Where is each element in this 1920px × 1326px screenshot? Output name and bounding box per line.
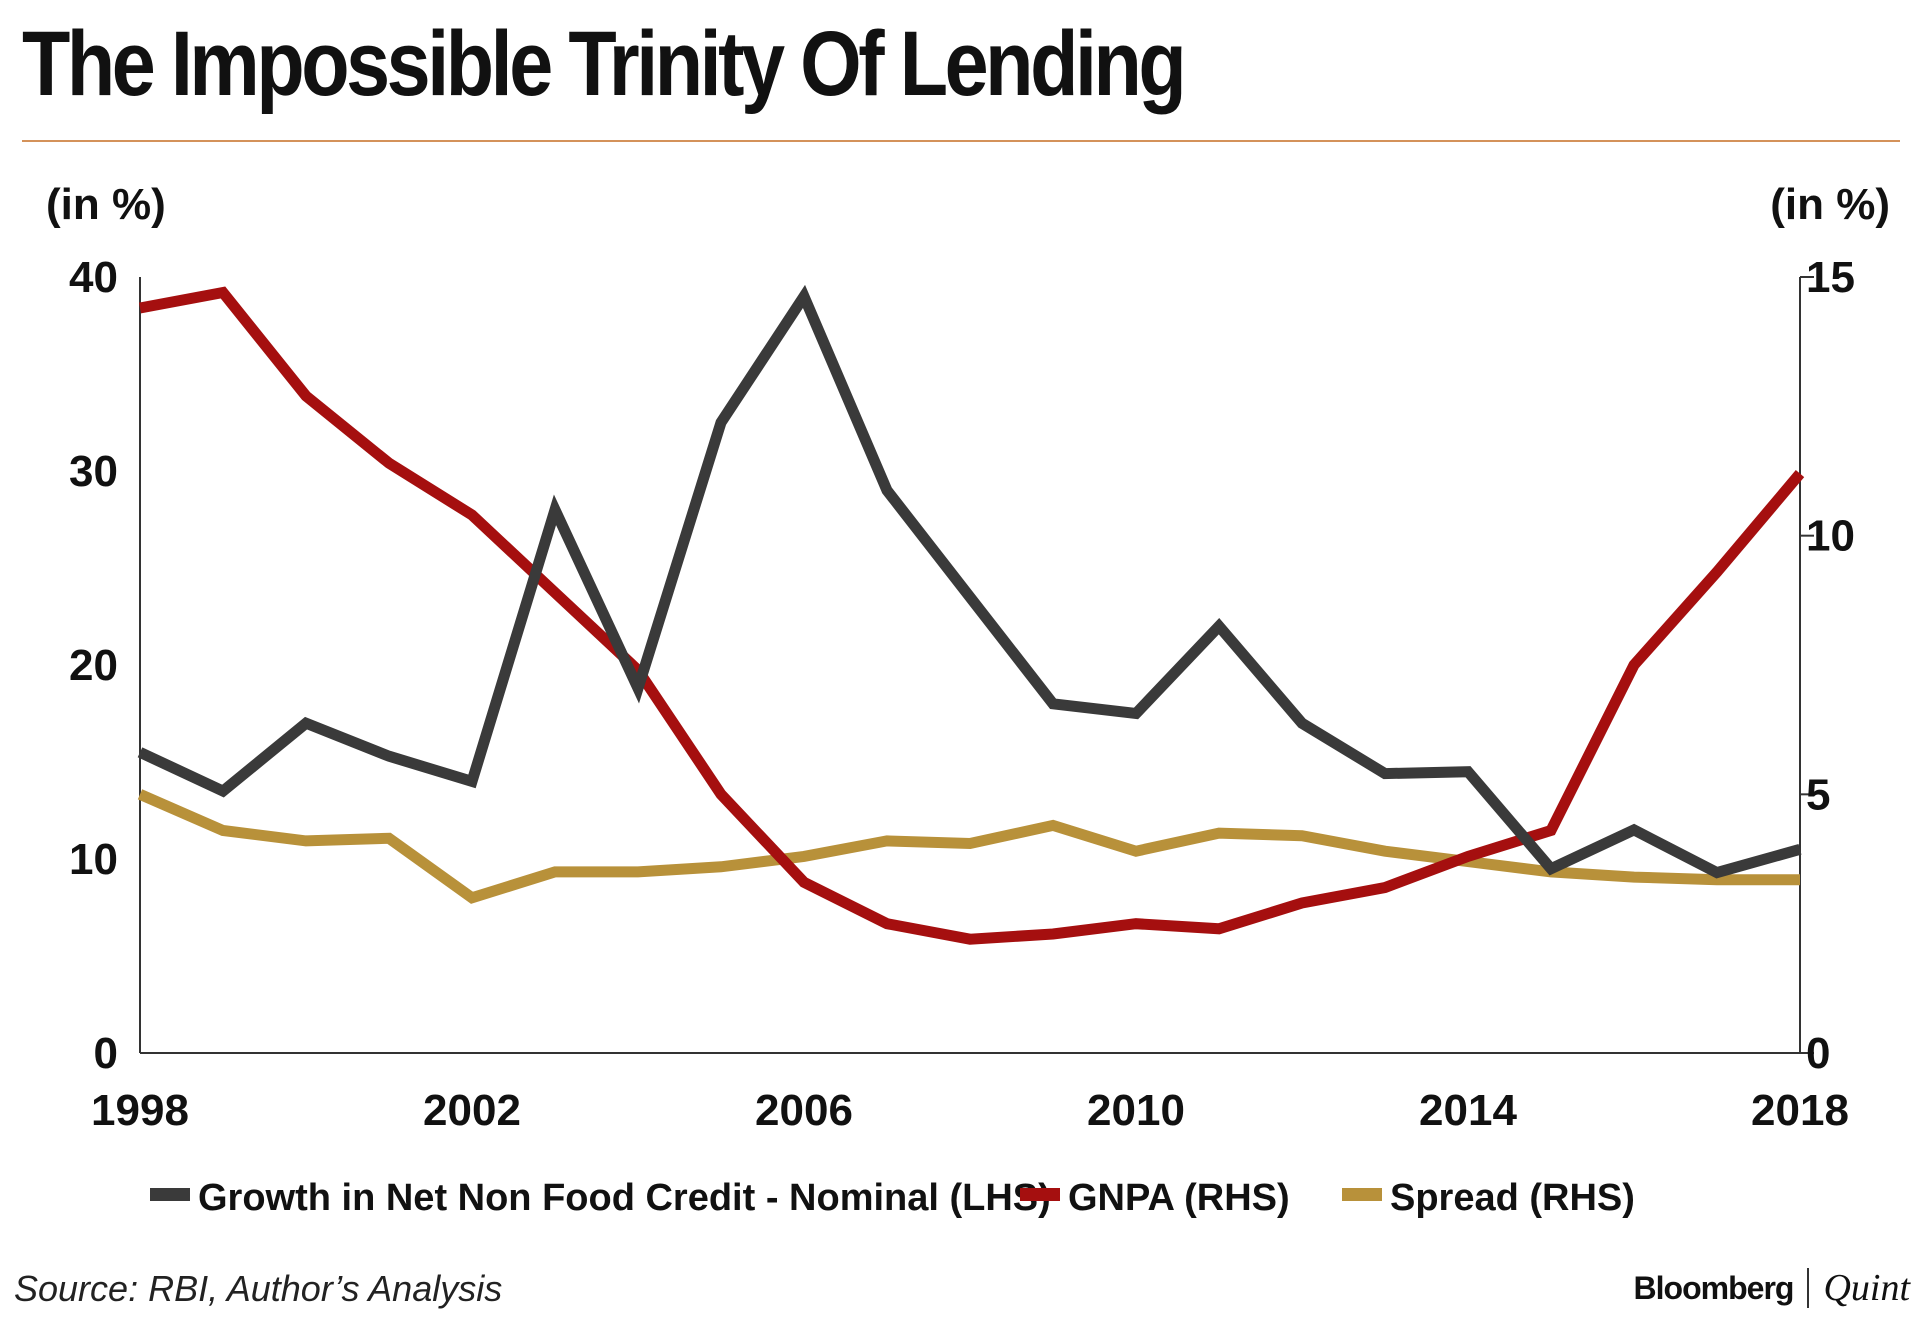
legend-credit-growth-label: Growth in Net Non Food Credit - Nominal … [198,1177,1051,1219]
right-axis-tick-label: 0 [1806,1029,1830,1078]
right-axis-unit-label: (in %) [1770,180,1890,229]
left-axis-tick-label: 20 [69,641,118,690]
x-axis-tick-label: 2014 [1419,1086,1517,1135]
left-axis-tick-label: 40 [69,253,118,302]
source-note: Source: RBI, Author’s Analysis [14,1268,503,1309]
right-axis-tick-label: 10 [1806,512,1855,561]
right-axis-tick-label: 5 [1806,770,1830,819]
legend-spread-swatch [1342,1188,1382,1201]
chart-title: The Impossible Trinity Of Lending [22,13,1187,115]
legend-credit-growth-swatch [150,1188,190,1201]
right-axis-tick-label: 15 [1806,253,1855,302]
series-line-spread [137,789,1800,904]
legend-gnpa-swatch [1020,1188,1060,1201]
series-line-credit-growth [137,284,1802,879]
line-chart: (in %) (in %) 0 10 20 30 40 0 5 10 15 1998 2002 2006 2… [46,180,1890,1219]
x-axis-tick-label: 2006 [755,1086,853,1135]
legend-spread-label: Spread (RHS) [1390,1177,1635,1219]
left-axis-tick-label: 0 [94,1029,118,1078]
left-axis-unit-label: (in %) [46,180,166,229]
brand-logo: Bloomberg Quint [1634,1266,1910,1310]
brand-separator [1807,1268,1810,1308]
x-axis-tick-label: 1998 [91,1086,189,1135]
x-axis-tick-label: 2010 [1087,1086,1185,1135]
brand-primary: Bloomberg [1633,1269,1795,1306]
left-axis-tick-label: 10 [69,835,118,884]
x-axis-tick-label: 2018 [1751,1086,1849,1135]
left-axis-tick-label: 30 [69,447,118,496]
title-divider [22,140,1900,142]
legend-gnpa-label: GNPA (RHS) [1068,1177,1290,1219]
brand-secondary: Quint [1823,1267,1910,1309]
x-axis-tick-label: 2002 [423,1086,521,1135]
